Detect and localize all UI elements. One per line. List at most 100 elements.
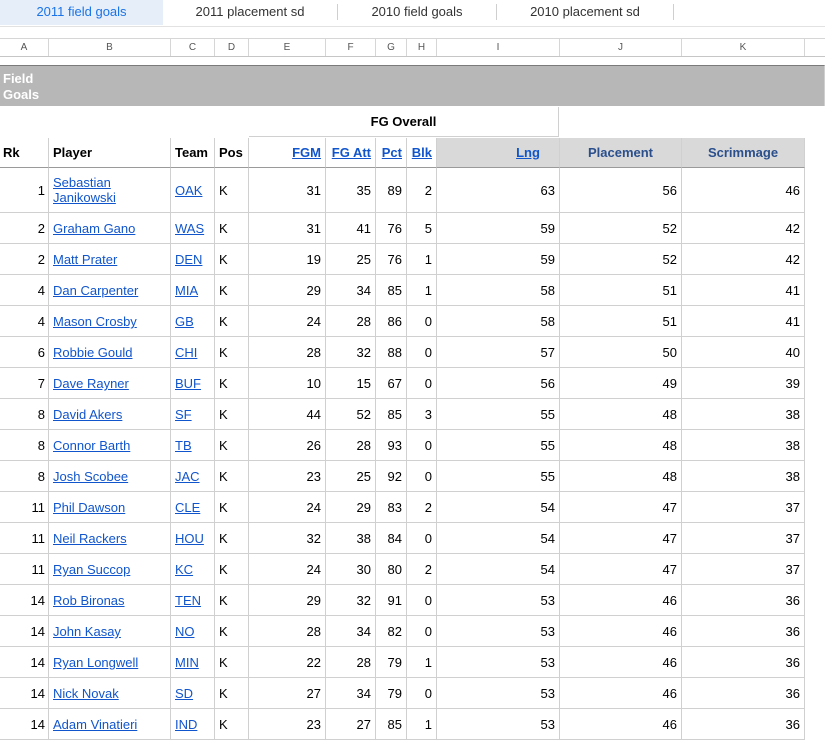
cell-fg-att[interactable]: 34 bbox=[326, 616, 376, 647]
cell-fg-att[interactable]: 28 bbox=[326, 306, 376, 337]
player-link[interactable]: Rob Bironas bbox=[53, 593, 125, 608]
cell-lng[interactable]: 58 bbox=[437, 306, 560, 337]
cell-team[interactable]: OAK bbox=[171, 168, 215, 213]
cell-fgm[interactable]: 10 bbox=[249, 368, 326, 399]
cell-blk[interactable]: 0 bbox=[407, 337, 437, 368]
cell-fgm[interactable]: 31 bbox=[249, 168, 326, 213]
cell-player[interactable]: Sebastian Janikowski bbox=[49, 168, 171, 213]
cell-fgm[interactable]: 28 bbox=[249, 616, 326, 647]
cell-player[interactable]: Josh Scobee bbox=[49, 461, 171, 492]
column-header-d[interactable]: D bbox=[215, 39, 249, 56]
cell-player[interactable]: Mason Crosby bbox=[49, 306, 171, 337]
cell-lng[interactable]: 53 bbox=[437, 616, 560, 647]
player-link[interactable]: Josh Scobee bbox=[53, 469, 129, 484]
cell-position[interactable]: K bbox=[215, 492, 249, 523]
cell-fg-att[interactable]: 30 bbox=[326, 554, 376, 585]
cell-rank[interactable]: 11 bbox=[0, 492, 49, 523]
cell-fgm[interactable]: 23 bbox=[249, 709, 326, 740]
cell-fg-att[interactable]: 15 bbox=[326, 368, 376, 399]
header-placement[interactable]: Placement bbox=[560, 138, 682, 168]
cell-team[interactable]: GB bbox=[171, 306, 215, 337]
cell-team[interactable]: NO bbox=[171, 616, 215, 647]
team-link[interactable]: OAK bbox=[175, 183, 203, 198]
cell-player[interactable]: Connor Barth bbox=[49, 430, 171, 461]
cell-fg-att[interactable]: 28 bbox=[326, 647, 376, 678]
header-rk[interactable]: Rk bbox=[0, 138, 49, 168]
cell-fgm[interactable]: 31 bbox=[249, 213, 326, 244]
cell-team[interactable]: TB bbox=[171, 430, 215, 461]
team-link[interactable]: JAC bbox=[175, 469, 200, 484]
cell-position[interactable]: K bbox=[215, 461, 249, 492]
cell-pct[interactable]: 79 bbox=[376, 647, 407, 678]
cell-fg-att[interactable]: 34 bbox=[326, 275, 376, 306]
tab-2011-field-goals[interactable]: 2011 field goals bbox=[0, 0, 163, 25]
cell-fgm[interactable]: 24 bbox=[249, 554, 326, 585]
header-scrimmage[interactable]: Scrimmage bbox=[682, 138, 805, 168]
cell-pct[interactable]: 84 bbox=[376, 523, 407, 554]
cell-lng[interactable]: 56 bbox=[437, 368, 560, 399]
cell-pct[interactable]: 80 bbox=[376, 554, 407, 585]
header-pos[interactable]: Pos bbox=[215, 138, 249, 168]
cell-placement[interactable]: 51 bbox=[560, 275, 682, 306]
cell-position[interactable]: K bbox=[215, 523, 249, 554]
cell-scrimmage[interactable]: 41 bbox=[682, 275, 805, 306]
cell-position[interactable]: K bbox=[215, 709, 249, 740]
cell-pct[interactable]: 85 bbox=[376, 709, 407, 740]
cell-fg-att[interactable]: 41 bbox=[326, 213, 376, 244]
header-lng[interactable]: Lng bbox=[437, 138, 560, 168]
cell-fg-att[interactable]: 38 bbox=[326, 523, 376, 554]
player-link[interactable]: Phil Dawson bbox=[53, 500, 126, 515]
cell-player[interactable]: Ryan Longwell bbox=[49, 647, 171, 678]
cell-placement[interactable]: 56 bbox=[560, 168, 682, 213]
cell-placement[interactable]: 46 bbox=[560, 709, 682, 740]
cell-position[interactable]: K bbox=[215, 616, 249, 647]
cell-pct[interactable]: 89 bbox=[376, 168, 407, 213]
cell-placement[interactable]: 46 bbox=[560, 678, 682, 709]
cell-lng[interactable]: 57 bbox=[437, 337, 560, 368]
cell-player[interactable]: John Kasay bbox=[49, 616, 171, 647]
cell-scrimmage[interactable]: 42 bbox=[682, 213, 805, 244]
cell-lng[interactable]: 53 bbox=[437, 647, 560, 678]
cell-blk[interactable]: 0 bbox=[407, 430, 437, 461]
tab-2010-placement-sd[interactable]: 2010 placement sd bbox=[530, 4, 640, 19]
cell-player[interactable]: Matt Prater bbox=[49, 244, 171, 275]
cell-rank[interactable]: 1 bbox=[0, 168, 49, 213]
cell-blk[interactable]: 0 bbox=[407, 616, 437, 647]
cell-fgm[interactable]: 44 bbox=[249, 399, 326, 430]
cell-pct[interactable]: 67 bbox=[376, 368, 407, 399]
player-link[interactable]: Ryan Longwell bbox=[53, 655, 139, 670]
cell-scrimmage[interactable]: 37 bbox=[682, 523, 805, 554]
cell-fg-att[interactable]: 27 bbox=[326, 709, 376, 740]
cell-blk[interactable]: 2 bbox=[407, 168, 437, 213]
cell-player[interactable]: Ryan Succop bbox=[49, 554, 171, 585]
cell-placement[interactable]: 47 bbox=[560, 554, 682, 585]
header-blk[interactable]: Blk bbox=[407, 138, 437, 168]
player-link[interactable]: Nick Novak bbox=[53, 686, 119, 701]
cell-rank[interactable]: 7 bbox=[0, 368, 49, 399]
team-link[interactable]: NO bbox=[175, 624, 195, 639]
cell-scrimmage[interactable]: 38 bbox=[682, 399, 805, 430]
column-header-e[interactable]: E bbox=[249, 39, 326, 56]
cell-position[interactable]: K bbox=[215, 337, 249, 368]
cell-placement[interactable]: 47 bbox=[560, 523, 682, 554]
cell-team[interactable]: CHI bbox=[171, 337, 215, 368]
cell-position[interactable]: K bbox=[215, 554, 249, 585]
column-header-f[interactable]: F bbox=[326, 39, 376, 56]
cell-blk[interactable]: 1 bbox=[407, 275, 437, 306]
fg-overall-group-header[interactable]: FG Overall bbox=[249, 107, 559, 137]
cell-team[interactable]: BUF bbox=[171, 368, 215, 399]
team-link[interactable]: GB bbox=[175, 314, 194, 329]
cell-pct[interactable]: 88 bbox=[376, 337, 407, 368]
player-link[interactable]: Dan Carpenter bbox=[53, 283, 139, 298]
cell-blk[interactable]: 0 bbox=[407, 585, 437, 616]
cell-pct[interactable]: 79 bbox=[376, 678, 407, 709]
cell-pct[interactable]: 85 bbox=[376, 399, 407, 430]
cell-fgm[interactable]: 28 bbox=[249, 337, 326, 368]
cell-team[interactable]: WAS bbox=[171, 213, 215, 244]
cell-team[interactable]: SF bbox=[171, 399, 215, 430]
player-link[interactable]: David Akers bbox=[53, 407, 123, 422]
cell-player[interactable]: Nick Novak bbox=[49, 678, 171, 709]
cell-pct[interactable]: 76 bbox=[376, 213, 407, 244]
cell-scrimmage[interactable]: 42 bbox=[682, 244, 805, 275]
player-link[interactable]: Sebastian Janikowski bbox=[53, 175, 116, 205]
